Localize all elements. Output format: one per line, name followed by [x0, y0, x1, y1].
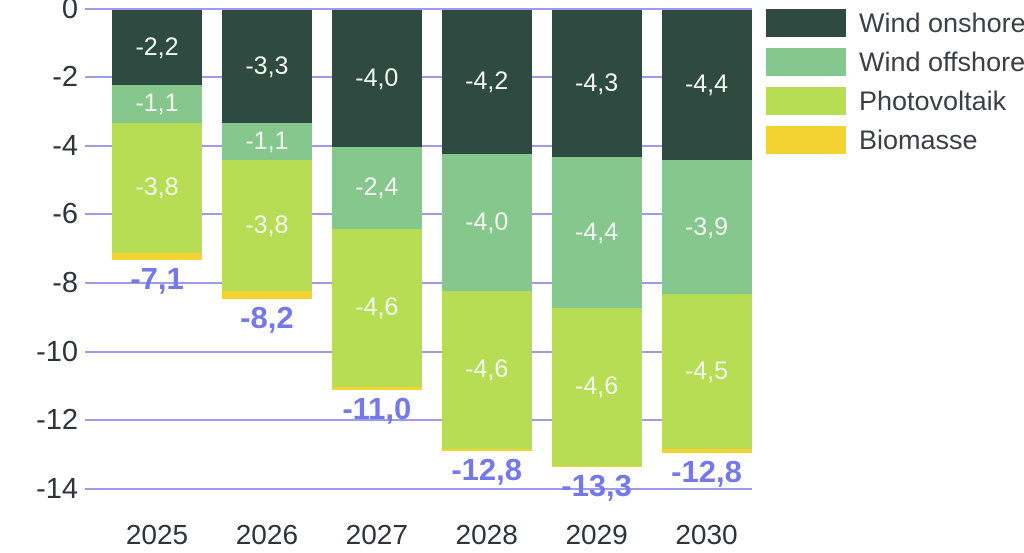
- total-label-2029: -13,3: [561, 468, 632, 504]
- x-axis-label-2028: 2028: [455, 519, 518, 550]
- bar-segment-photovoltaik-2027: -4,6: [331, 229, 422, 387]
- y-gridline: [85, 7, 752, 10]
- segment-value-label: -4,0: [355, 63, 399, 92]
- segment-value-label: -4,6: [355, 293, 399, 322]
- segment-value-label: -2,4: [355, 173, 399, 202]
- x-axis-label-2026: 2026: [235, 519, 299, 550]
- segment-value-label: -4,5: [684, 356, 729, 385]
- bar-segment-wind-onshore-2025: -2,2: [112, 9, 202, 85]
- bar-segment-photovoltaik-2025: -3,8: [112, 122, 202, 254]
- y-gridline: [85, 419, 752, 422]
- segment-value-label: -4,0: [465, 207, 509, 236]
- bar-segment-wind-offshore-2027: -2,4: [331, 146, 422, 229]
- bar-segment-biomasse-2029: [551, 465, 642, 468]
- segment-value-label: -3,9: [684, 212, 729, 241]
- y-axis-tick-label: -4: [52, 129, 78, 162]
- bar-segment-wind-onshore-2030: -4,4: [661, 9, 752, 161]
- legend-item-wind-onshore: Wind onshore: [766, 9, 1024, 37]
- legend-color-swatch-wind-onshore: [766, 9, 846, 37]
- bar-segment-wind-onshore-2029: -4,3: [551, 9, 642, 157]
- segment-value-label: -3,8: [245, 211, 289, 240]
- x-axis-label-2027: 2027: [345, 519, 408, 550]
- legend-color-swatch-photovoltaik: [766, 87, 846, 115]
- total-label-2027: -11,0: [342, 391, 412, 427]
- bar-segment-photovoltaik-2029: -4,6: [551, 307, 642, 466]
- segment-value-label: -4,3: [575, 68, 619, 97]
- bar-segment-wind-onshore-2027: -4,0: [331, 9, 422, 147]
- total-label-2030: -12,8: [671, 453, 742, 489]
- y-axis-tick-label: 0: [61, 0, 78, 25]
- bar-segment-biomasse-2026: [221, 290, 312, 299]
- bar-segment-wind-offshore-2030: -3,9: [661, 160, 752, 295]
- bar-segment-biomasse-2030: [661, 448, 752, 453]
- bar-segment-biomasse-2028: [441, 448, 532, 451]
- legend-item-photovoltaik: Photovoltaik: [766, 87, 1024, 115]
- legend-label: Biomasse: [859, 125, 978, 155]
- legend-label: Photovoltaik: [859, 86, 1007, 116]
- segment-value-label: -4,6: [575, 372, 619, 401]
- bar-segment-wind-offshore-2025: -1,1: [112, 84, 202, 123]
- x-axis-label-2029: 2029: [565, 519, 628, 550]
- bar-segment-wind-offshore-2028: -4,0: [441, 153, 532, 291]
- legend-label: Wind offshore: [859, 47, 1024, 77]
- y-gridline: [85, 487, 752, 490]
- bar-segment-biomasse-2025: [112, 253, 202, 260]
- legend-item-wind-offshore: Wind offshore: [766, 48, 1024, 76]
- segment-value-label: -4,4: [684, 70, 729, 99]
- legend: Wind onshore Wind offshore Photovoltaik Bio…: [766, 9, 1024, 165]
- total-label-2025: -7,1: [130, 260, 184, 296]
- segment-value-label: -4,6: [465, 355, 509, 384]
- x-axis-label-2025: 2025: [125, 519, 189, 550]
- y-axis-tick-label: -8: [52, 266, 78, 299]
- segment-value-label: -3,8: [135, 173, 179, 202]
- bar-segment-photovoltaik-2030: -4,5: [661, 294, 752, 449]
- segment-value-label: -1,1: [245, 127, 289, 156]
- y-axis-tick-label: -10: [36, 335, 78, 368]
- total-label-2028: -12,8: [451, 451, 523, 487]
- bar-segment-wind-onshore-2026: -3,3: [221, 9, 312, 123]
- bar-segment-wind-offshore-2029: -4,4: [551, 156, 642, 308]
- segment-value-label: -1,1: [135, 89, 179, 118]
- total-label-2026: -8,2: [240, 299, 294, 335]
- bar-segment-biomasse-2027: [331, 386, 422, 391]
- segment-value-label: -4,4: [575, 217, 619, 246]
- x-axis-label-2030: 2030: [675, 519, 738, 550]
- bar-segment-wind-offshore-2026: -1,1: [221, 122, 312, 161]
- y-axis-tick-label: -6: [52, 198, 78, 231]
- legend-color-swatch-wind-offshore: [766, 48, 846, 76]
- bar-segment-wind-onshore-2028: -4,2: [441, 9, 532, 154]
- segment-value-label: -3,3: [245, 51, 289, 80]
- legend-label: Wind onshore: [859, 8, 1024, 38]
- segment-value-label: -2,2: [135, 32, 179, 61]
- legend-color-swatch-biomasse: [766, 126, 846, 154]
- y-axis-tick-label: -14: [36, 472, 78, 505]
- legend-item-biomasse: Biomasse: [766, 126, 1024, 154]
- bar-segment-photovoltaik-2028: -4,6: [441, 290, 532, 449]
- segment-value-label: -4,2: [465, 67, 509, 96]
- y-axis-tick-label: -2: [52, 61, 78, 94]
- bar-segment-photovoltaik-2026: -3,8: [221, 160, 312, 291]
- y-axis-tick-label: -12: [36, 404, 78, 437]
